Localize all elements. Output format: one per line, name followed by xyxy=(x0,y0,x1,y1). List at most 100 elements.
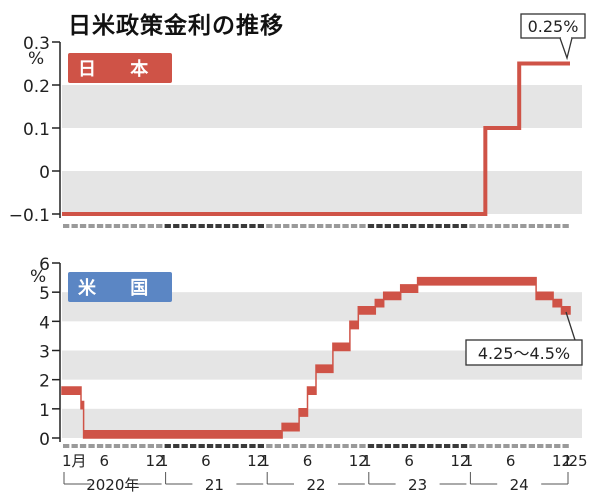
axis-strip-segment xyxy=(105,224,112,228)
axis-strip-segment xyxy=(418,444,425,448)
axis-strip-segment xyxy=(554,444,561,448)
us-y-tick-label: 2 xyxy=(39,372,50,392)
axis-strip-segment xyxy=(291,444,298,448)
axis-strip-segment xyxy=(249,444,256,448)
axis-strip-segment xyxy=(333,224,341,228)
year-label-bg xyxy=(294,476,338,492)
x-tick-label: 12 xyxy=(349,452,368,470)
axis-strip-segment xyxy=(554,224,561,228)
axis-strip-segment xyxy=(130,444,137,448)
axis-strip-segment xyxy=(520,444,527,448)
axis-strip-segment xyxy=(452,444,459,448)
axis-strip-segment xyxy=(283,224,290,228)
x-tick-label: 12 xyxy=(247,452,266,470)
axis-strip-segment xyxy=(206,444,214,448)
axis-strip-segment xyxy=(190,444,197,448)
axis-strip-segment xyxy=(401,444,408,448)
axis-strip-segment xyxy=(240,444,248,448)
axis-strip-segment xyxy=(503,444,510,448)
axis-strip-segment xyxy=(342,444,349,448)
us-axis-strip xyxy=(63,444,569,448)
x-tick-label: 6 xyxy=(100,452,110,470)
japan-panel-label: 日 本 xyxy=(68,53,173,83)
axis-strip-segment xyxy=(350,444,358,448)
axis-strip-segment xyxy=(401,224,408,228)
axis-strip-segment xyxy=(291,224,298,228)
axis-strip-segment xyxy=(164,444,171,448)
axis-strip-segment xyxy=(113,444,121,448)
x-tick-label: 6 xyxy=(506,452,516,470)
axis-strip-segment xyxy=(537,444,544,448)
axis-strip-segment xyxy=(528,224,535,228)
axis-strip-segment xyxy=(71,224,78,228)
year-label-bg xyxy=(192,476,237,492)
year-label: 2020年 xyxy=(86,476,139,494)
axis-strip-segment xyxy=(173,444,180,448)
axis-strip-segment xyxy=(88,444,95,448)
axis-strip-segment xyxy=(486,444,493,448)
axis-strip-segment xyxy=(300,224,307,228)
jp-y-tick-label: 0 xyxy=(39,163,50,183)
axis-strip-segment xyxy=(88,224,95,228)
axis-strip-segment xyxy=(96,224,104,228)
axis-strip-segment xyxy=(139,444,146,448)
axis-strip-segment xyxy=(266,444,273,448)
axis-strip-segment xyxy=(63,224,70,228)
axis-strip-segment xyxy=(494,224,502,228)
x-tick-label: 12 xyxy=(146,452,165,470)
axis-strip-segment xyxy=(122,224,129,228)
axis-strip-segment xyxy=(376,224,383,228)
us-annotation-box xyxy=(465,339,583,366)
us-y-tick-label: 0 xyxy=(39,430,50,450)
axis-strip-segment xyxy=(333,444,341,448)
axis-strip-segment xyxy=(240,224,248,228)
axis-strip-segment xyxy=(367,444,375,448)
axis-strip-segment xyxy=(537,224,544,228)
axis-strip-segment xyxy=(223,224,231,228)
axis-strip-segment xyxy=(283,444,290,448)
axis-strip-segment xyxy=(469,224,476,228)
axis-strip-segment xyxy=(181,224,188,228)
axis-strip-segment xyxy=(435,224,442,228)
axis-strip-segment xyxy=(410,444,417,448)
axis-strip-segment xyxy=(308,444,315,448)
axis-strip-segment xyxy=(317,224,324,228)
x-tick-label: 25 xyxy=(568,452,587,470)
axis-strip-segment xyxy=(384,224,391,228)
x-tick-label: 12 xyxy=(450,452,469,470)
jp-y-tick-label: 0.3 xyxy=(23,34,50,54)
axis-strip-segment xyxy=(520,224,527,228)
x-tick-label: 1 xyxy=(159,452,169,470)
axis-strip-segment xyxy=(147,444,154,448)
jp-y-unit: % xyxy=(28,49,44,69)
us-y-tick-label: 3 xyxy=(39,343,50,363)
axis-strip-segment xyxy=(477,224,485,228)
axis-strip-segment xyxy=(393,224,400,228)
jp-rate-line xyxy=(62,61,570,216)
axis-strip-segment xyxy=(410,224,417,228)
axis-strip-segment xyxy=(274,444,281,448)
axis-strip-segment xyxy=(469,444,476,448)
jp-axis-strip xyxy=(63,224,569,228)
x-tick-label: 6 xyxy=(303,452,313,470)
us-panel: 0 1 2 3 4 5 6% 4.25〜4.5% xyxy=(30,255,583,450)
x-tick-label: 1 xyxy=(562,452,572,470)
x-tick-label: 1 xyxy=(260,452,270,470)
axis-strip-segment xyxy=(223,444,231,448)
axis-strip-segment xyxy=(376,444,383,448)
axis-strip-segment xyxy=(460,224,468,228)
axis-strip-segment xyxy=(511,444,518,448)
axis-strip-segment xyxy=(266,224,273,228)
axis-strip-segment xyxy=(96,444,104,448)
axis-strip-segment xyxy=(367,224,375,228)
jp-annotation-box xyxy=(520,13,586,39)
axis-strip-segment xyxy=(274,224,281,228)
axis-strip-segment xyxy=(79,224,87,228)
axis-strip-segment xyxy=(198,224,205,228)
axis-strip-segment xyxy=(435,444,442,448)
axis-strip-segment xyxy=(545,224,552,228)
axis-strip-segment xyxy=(63,444,70,448)
axis-strip-segment xyxy=(452,224,459,228)
axis-strip-segment xyxy=(325,444,332,448)
